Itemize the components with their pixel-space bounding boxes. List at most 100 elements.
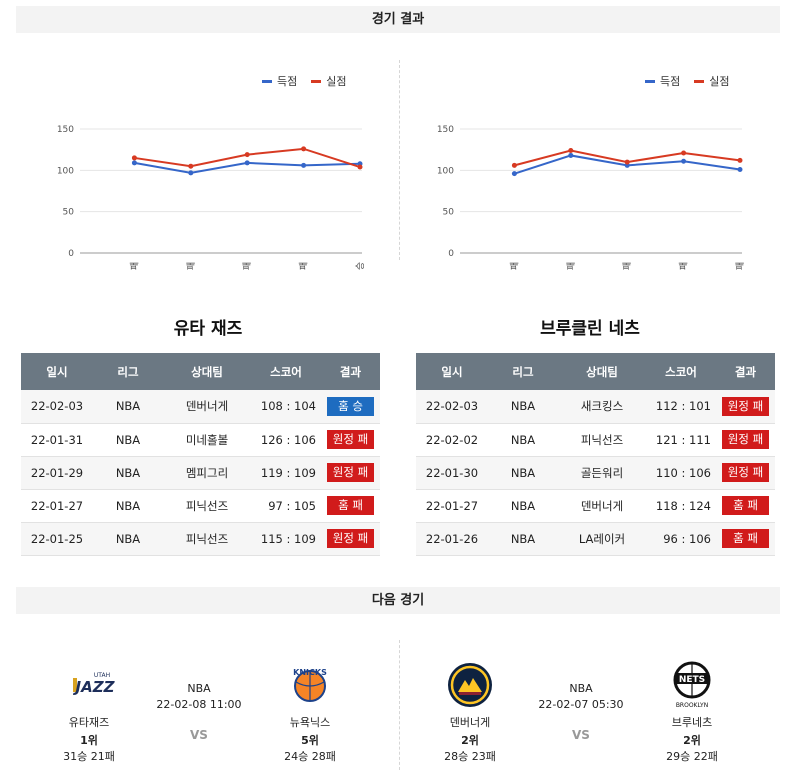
table-row: 22-02-03 NBA 덴버너게 108 : 104 홈 승 xyxy=(21,390,380,424)
table-row: 22-01-27 NBA 덴버너게 118 : 124 홈 패 xyxy=(416,489,775,523)
utah-logo-note xyxy=(73,678,77,692)
cell-result: 원정 패 xyxy=(321,423,380,457)
data-point xyxy=(357,164,363,170)
utah-jazz-logo-icon: UTAH JAZZ xyxy=(73,672,116,696)
x-tick-label: 승 xyxy=(355,262,366,270)
y-tick-label: 150 xyxy=(437,125,454,135)
result-badge: 원정 패 xyxy=(327,463,374,482)
data-point xyxy=(737,167,743,173)
cell-result: 홈 패 xyxy=(716,522,775,556)
cell-result: 원정 패 xyxy=(321,456,380,490)
data-point xyxy=(681,158,687,164)
cell-date: 22-01-26 xyxy=(416,522,488,556)
next-game-1-away-name: 뉴욕닉스 xyxy=(289,716,331,729)
next-game-2-away-rank: 2위 xyxy=(683,734,701,747)
legend-conceded-swatch xyxy=(694,79,705,83)
result-badge: 홈 패 xyxy=(722,529,769,548)
x-tick-label: 패 xyxy=(679,262,690,270)
x-tick-label: 패 xyxy=(129,262,140,270)
column-header: 결과 xyxy=(716,353,775,390)
cell-opponent: 멤피그리 xyxy=(163,456,251,490)
data-point xyxy=(568,147,574,153)
data-point xyxy=(681,150,687,156)
table-row: 22-01-30 NBA 골든워리 110 : 106 원정 패 xyxy=(416,456,775,490)
cell-score: 121 : 111 xyxy=(646,423,716,457)
cell-date: 22-01-29 xyxy=(21,456,93,490)
data-point xyxy=(188,170,194,176)
cell-result: 홈 승 xyxy=(321,390,380,424)
cell-opponent: 피닉선즈 xyxy=(558,423,646,457)
data-point xyxy=(131,155,137,161)
chart-legend-right: 득점 실점 xyxy=(631,73,730,89)
result-badge: 홈 패 xyxy=(327,496,374,515)
knicks-logo-icon: KNICKS xyxy=(293,668,327,702)
y-tick-label: 150 xyxy=(57,125,74,135)
table-header-row: 일시 리그 상대팀 스코어 결과 xyxy=(416,353,775,390)
cell-opponent: 새크킹스 xyxy=(558,390,646,424)
x-tick-label: 패 xyxy=(735,262,746,270)
results-section-title: 경기 결과 xyxy=(16,6,780,33)
nets-logo-small-text: BROOKLYN xyxy=(676,702,708,709)
next-game-1-away-rank: 5위 xyxy=(301,734,319,747)
y-tick-label: 100 xyxy=(437,166,454,176)
next-game-1-meta: NBA 22-02-08 11:00 xyxy=(149,681,249,713)
cell-date: 22-01-30 xyxy=(416,456,488,490)
table-row: 22-01-25 NBA 피닉선즈 115 : 109 원정 패 xyxy=(21,522,380,556)
next-game-2-home-name: 덴버너게 xyxy=(449,716,491,729)
next-game-2-vs: VS xyxy=(572,728,590,742)
cell-league: NBA xyxy=(488,522,558,556)
nets-logo-text: NETS xyxy=(679,675,705,685)
legend-scored-swatch xyxy=(645,79,655,83)
cell-opponent: LA레이커 xyxy=(558,522,646,556)
next-game-2-home-record: 28승 23패 xyxy=(444,750,496,763)
team-title-brooklyn: 브루클린 네츠 xyxy=(540,319,640,339)
column-header: 상대팀 xyxy=(558,353,646,390)
charts-divider xyxy=(399,60,400,260)
data-point xyxy=(511,171,517,177)
table-row: 22-01-26 NBA LA레이커 96 : 106 홈 패 xyxy=(416,522,775,556)
cell-league: NBA xyxy=(93,390,163,424)
cell-opponent: 골든워리 xyxy=(558,456,646,490)
cell-league: NBA xyxy=(93,423,163,457)
next-game-1-home-record: 31승 21패 xyxy=(63,750,115,763)
brooklyn-results-chart: 0 50 100 150 패 패 패 패 패 xyxy=(437,125,746,270)
nets-logo-icon: NETS BROOKLYN xyxy=(673,661,711,709)
y-tick-label: 50 xyxy=(443,208,455,218)
cell-date: 22-02-03 xyxy=(21,390,93,424)
data-point xyxy=(131,160,137,166)
table-header-row: 일시 리그 상대팀 스코어 결과 xyxy=(21,353,380,390)
cell-date: 22-02-02 xyxy=(416,423,488,457)
column-header: 일시 xyxy=(21,353,93,390)
cell-score: 126 : 106 xyxy=(251,423,321,457)
result-badge: 원정 패 xyxy=(722,430,769,449)
table-row: 22-01-27 NBA 피닉선즈 97 : 105 홈 패 xyxy=(21,489,380,523)
cell-score: 118 : 124 xyxy=(646,489,716,523)
column-header: 리그 xyxy=(93,353,163,390)
legend-conceded-swatch xyxy=(311,79,322,83)
next-game-2-away-name: 브루네츠 xyxy=(671,716,713,729)
cell-opponent: 덴버너게 xyxy=(163,390,251,424)
table-row: 22-02-02 NBA 피닉선즈 121 : 111 원정 패 xyxy=(416,423,775,457)
legend-scored-label: 득점 xyxy=(660,75,681,88)
data-point xyxy=(244,152,250,158)
cell-date: 22-01-31 xyxy=(21,423,93,457)
data-point xyxy=(624,159,630,165)
utah-logo-text: JAZZ xyxy=(73,678,116,696)
cell-league: NBA xyxy=(488,456,558,490)
cell-league: NBA xyxy=(93,522,163,556)
data-point xyxy=(244,160,250,166)
column-header: 일시 xyxy=(416,353,488,390)
nuggets-logo-icon xyxy=(448,663,492,707)
x-tick-label: 패 xyxy=(186,262,197,270)
cell-score: 108 : 104 xyxy=(251,390,321,424)
knicks-logo-seams xyxy=(295,671,325,701)
data-point xyxy=(511,162,517,168)
data-point xyxy=(188,163,194,169)
result-badge: 원정 패 xyxy=(722,396,769,416)
next-game-1-away: KNICKS 뉴욕닉스 5위 24승 28패 xyxy=(270,660,350,764)
next-game-1-home-name: 유타재즈 xyxy=(68,716,110,729)
y-tick-label: 50 xyxy=(63,208,75,218)
x-tick-label: 패 xyxy=(566,262,577,270)
cell-opponent: 피닉선즈 xyxy=(163,522,251,556)
